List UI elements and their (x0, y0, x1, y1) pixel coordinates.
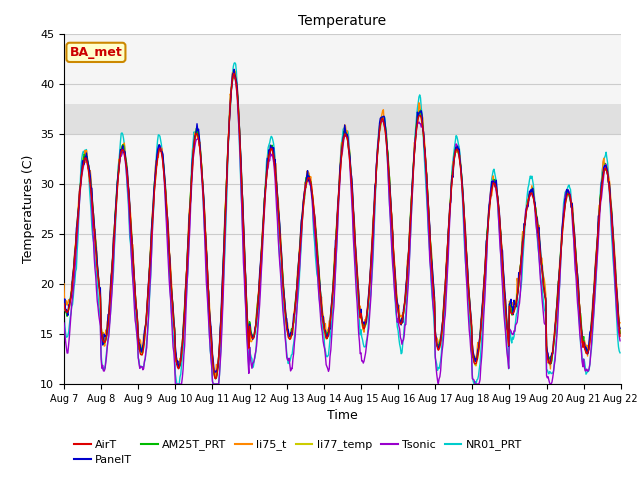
X-axis label: Time: Time (327, 409, 358, 422)
Bar (64, 104, 621, 134)
Y-axis label: Temperatures (C): Temperatures (C) (22, 155, 35, 263)
Text: BA_met: BA_met (70, 46, 122, 59)
Legend: AirT, PanelT, AM25T_PRT, li75_t, li77_temp, Tsonic, NR01_PRT: AirT, PanelT, AM25T_PRT, li75_t, li77_te… (70, 435, 527, 469)
Title: Temperature: Temperature (298, 14, 387, 28)
